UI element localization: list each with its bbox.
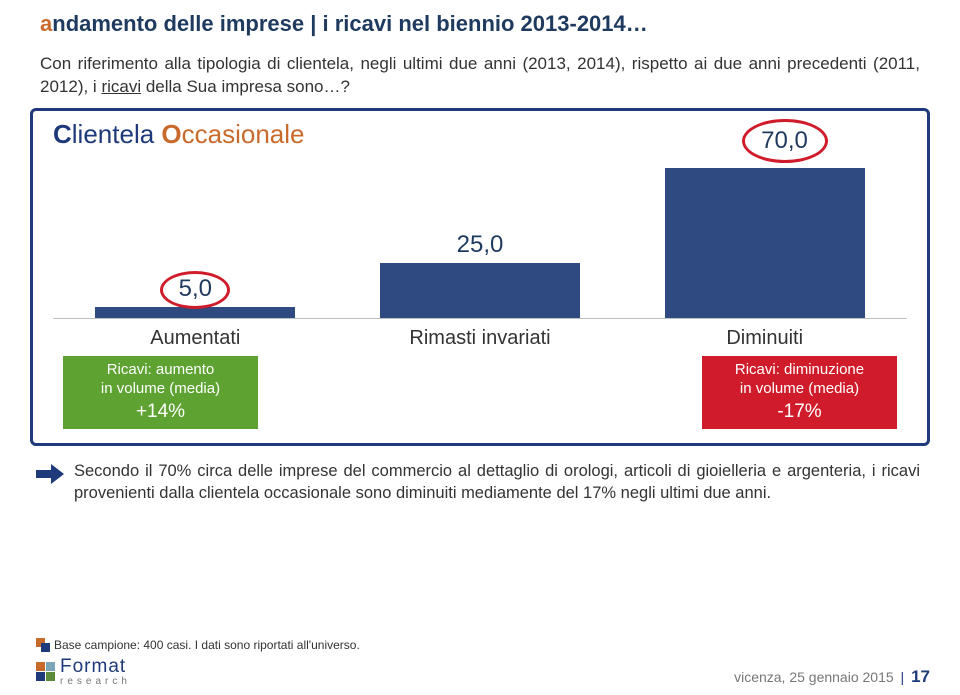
tag-right: Ricavi: diminuzione in volume (media) -1… [702,356,897,428]
ct-c4: ccasionale [182,119,305,149]
category-row: Aumentati Rimasti invariati Diminuiti [53,327,907,350]
category-0: Aumentati [53,327,338,350]
place-date: vicenza, 25 gennaio 2015 [734,669,894,685]
title-rest: i ricavi nel biennio 2013-2014… [323,11,648,36]
title-word1: ndamento delle imprese [52,11,304,36]
bar-label-0: 5,0 [179,275,212,303]
base-note-text: Base campione: 400 casi. I dati sono rip… [54,638,360,652]
bar-col-2: 70,0 [622,136,907,318]
bars-row: 5,0 25,0 70,0 [53,169,907,319]
oval-small-icon [160,271,230,309]
logo-line1: Format [60,656,131,678]
page-header: andamento delle imprese | i ricavi nel b… [0,0,960,39]
logo-text: Format research [60,656,131,687]
tag-right-line2: in volume (media) [740,380,859,397]
title-accent-letter: a [40,11,52,36]
ct-c3: O [161,119,181,149]
summary-row: Secondo il 70% circa delle imprese del c… [0,446,960,505]
title-sep: | [304,11,322,36]
page-sep: | [898,669,908,685]
logo-squares-icon [36,662,55,681]
category-2: Diminuiti [622,327,907,350]
tag-right-line1: Ricavi: diminuzione [735,361,864,378]
page-title: andamento delle imprese | i ricavi nel b… [40,10,920,39]
chart-title: Clientela Occasionale [53,119,305,150]
page-info: vicenza, 25 gennaio 2015 | 17 [734,667,930,687]
ct-c2: lientela [72,119,162,149]
logo-line2: research [60,676,131,687]
base-note-icon [36,638,50,652]
bar-rect-1 [380,263,580,318]
page-number: 17 [911,667,930,686]
tag-right-big: -17% [708,400,891,424]
arrow-icon [36,464,64,489]
tag-left-line2: in volume (media) [101,380,220,397]
tag-left: Ricavi: aumento in volume (media) +14% [63,356,258,428]
summary-text: Secondo il 70% circa delle imprese del c… [74,460,920,505]
bar-rect-2 [665,168,865,318]
tag-row: Ricavi: aumento in volume (media) +14% R… [53,356,907,428]
ct-c1: C [53,119,72,149]
category-1: Rimasti invariati [338,327,623,350]
footer-row: Format research vicenza, 25 gennaio 2015… [36,656,930,687]
logo: Format research [36,656,131,687]
bar-col-0: 5,0 [53,275,338,318]
chart-container: Clientela Occasionale 70,0 5,0 25,0 70,0… [30,108,930,445]
footer: Base campione: 400 casi. I dati sono rip… [0,638,960,687]
base-note: Base campione: 400 casi. I dati sono rip… [36,638,930,652]
intro-underlined: ricavi [101,77,141,96]
bar-col-1: 25,0 [338,231,623,318]
intro-part2: della Sua impresa sono…? [141,77,350,96]
tag-left-big: +14% [69,400,252,424]
intro-text: Con riferimento alla tipologia di client… [0,39,960,99]
tag-left-line1: Ricavi: aumento [107,361,215,378]
bar-label-1: 25,0 [457,231,504,259]
